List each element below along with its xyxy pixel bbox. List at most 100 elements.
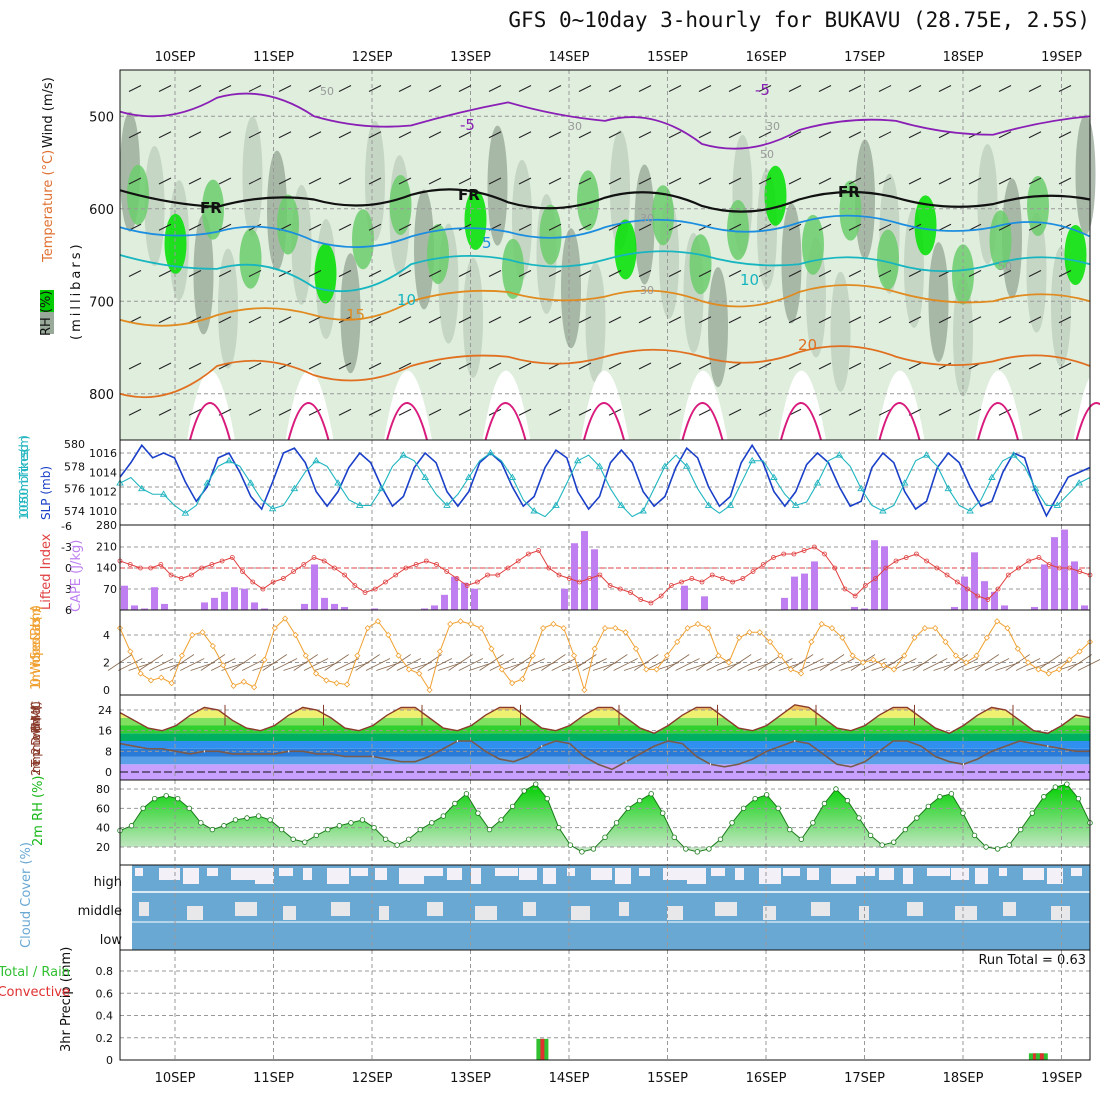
upper-barb-7-24 <box>848 408 862 416</box>
cloud-high-gap-22 <box>663 868 687 880</box>
rh-marker-5 <box>175 795 181 802</box>
upper-air-ylabel: (millibars) <box>69 241 84 340</box>
wind-marker-89 <box>1035 666 1042 673</box>
top-date-10sep: 10SEP <box>155 50 196 65</box>
cape-bar-73 <box>851 606 858 610</box>
upper-barb-4-2 <box>188 270 202 277</box>
temp-25-lobe-7 <box>878 402 921 441</box>
upper-barb-0-4 <box>248 85 262 92</box>
li-tick-4: 6 <box>65 604 72 617</box>
wind-marker-54 <box>674 638 681 645</box>
wind-barb-24 <box>355 654 380 671</box>
cloud-ylabel: Cloud Cover (%) <box>19 842 34 948</box>
upper-barb-7-20 <box>728 408 742 416</box>
upper-barb-1-3 <box>218 131 232 139</box>
li-marker-61 <box>740 576 746 581</box>
cloud-high-gap-9 <box>351 868 368 876</box>
li-marker-71 <box>842 586 848 592</box>
wind-marker-11 <box>230 682 237 689</box>
wind-marker-25 <box>374 618 382 625</box>
thickness-marker-66 <box>835 451 844 458</box>
upper-barb-3-21 <box>758 223 772 231</box>
wind-barb-39 <box>510 654 535 671</box>
rh-marker-11 <box>244 815 250 821</box>
temp-band-4 <box>120 733 1090 741</box>
rh-marker-71 <box>937 794 943 800</box>
upper-barb-6-20 <box>728 362 742 370</box>
upper-barb-1-14 <box>548 131 562 139</box>
thickness-marker-84 <box>1031 484 1040 492</box>
rh-marker-29 <box>452 800 458 807</box>
wind-barb-54 <box>665 654 690 671</box>
contour-label-4: FR <box>838 183 860 201</box>
wind-barb-21 <box>324 654 349 671</box>
rh-marker-14 <box>278 826 285 833</box>
temp-band-6 <box>120 717 1090 726</box>
upper-barb-2-4 <box>248 177 262 185</box>
li-marker-56 <box>689 576 695 581</box>
upper-barb-3-17 <box>638 223 652 231</box>
thickness-marker-6 <box>181 509 190 516</box>
li-marker-79 <box>924 558 930 564</box>
wind-barb-73 <box>861 658 886 671</box>
upper-barb-3-3 <box>218 223 232 231</box>
rh-marker-19 <box>336 823 343 829</box>
cloud-high-gap-35 <box>975 868 988 884</box>
rh-marker-66 <box>879 842 885 848</box>
upper-barb-5-5 <box>278 316 292 324</box>
legend-temp: Temperature (°C) <box>41 150 56 263</box>
wind-marker-6 <box>178 652 185 659</box>
thick-tick-576: 576 <box>64 483 85 496</box>
upper-barb-6-15 <box>578 362 592 370</box>
upper-barb-6-10 <box>428 362 442 370</box>
wind-barb-84 <box>974 654 1000 671</box>
temp-band-2 <box>120 748 1090 757</box>
upper-barb-0-25 <box>878 85 892 92</box>
upper-barb-1-18 <box>668 131 682 139</box>
li-marker-17 <box>291 569 296 574</box>
li-marker-60 <box>730 579 736 585</box>
wind-marker-29 <box>416 670 423 677</box>
upper-barb-0-3 <box>218 85 232 92</box>
upper-barb-2-29 <box>998 177 1012 185</box>
wind-marker-52 <box>653 666 660 673</box>
wind-marker-17 <box>292 631 299 639</box>
upper-barb-4-20 <box>728 270 742 277</box>
li-marker-44 <box>566 576 572 581</box>
upper-barb-5-3 <box>218 316 232 324</box>
precip-tick-4: 0.8 <box>96 965 114 978</box>
cape-bar-74 <box>861 608 868 610</box>
li-marker-25 <box>372 586 378 592</box>
wind-marker-42 <box>550 620 557 628</box>
upper-barb-0-13 <box>518 85 532 92</box>
upper-barb-2-19 <box>698 177 712 185</box>
upper-barb-6-18 <box>668 362 682 370</box>
contour-label-8: 15 <box>346 306 365 324</box>
thickness-marker-48 <box>639 507 647 514</box>
temp-tick-0: 0 <box>105 766 112 779</box>
li-marker-90 <box>1036 555 1042 560</box>
rh-band-14 <box>463 257 483 378</box>
wind-barb-81 <box>943 654 969 671</box>
cloud-mid-gap-14 <box>475 906 497 920</box>
upper-barb-0-30 <box>1028 85 1042 92</box>
cape-bar-21 <box>331 603 338 610</box>
cape-bar-25 <box>371 608 378 610</box>
thickness-marker-62 <box>791 501 800 508</box>
upper-barb-0-23 <box>818 85 832 92</box>
wind-tick-2: 2 <box>103 657 110 670</box>
li-marker-45 <box>577 579 582 585</box>
rh-moist-6 <box>352 209 374 270</box>
rh-band-3 <box>193 214 214 335</box>
upper-barb-3-2 <box>188 223 202 231</box>
cloud-high-gap-11 <box>399 868 424 884</box>
cape-bar-12 <box>241 588 248 610</box>
upper-barb-3-24 <box>848 223 862 231</box>
wind-barb-6 <box>169 654 195 671</box>
contour-label-2: FR <box>200 199 222 217</box>
contour-label-12: 30 <box>640 284 654 297</box>
thickness-marker-68 <box>857 484 865 492</box>
upper-barb-2-21 <box>758 177 772 185</box>
upper-barb-4-17 <box>638 270 652 277</box>
rh-marker-40 <box>579 849 585 855</box>
